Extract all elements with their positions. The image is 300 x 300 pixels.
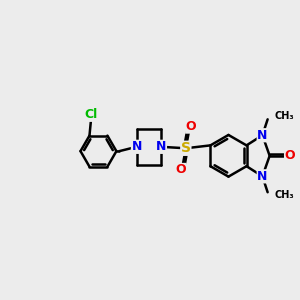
Text: O: O <box>186 120 196 133</box>
Text: N: N <box>131 140 142 153</box>
Text: S: S <box>181 141 191 155</box>
Text: N: N <box>257 170 268 183</box>
Text: N: N <box>156 140 166 153</box>
Text: N: N <box>257 129 268 142</box>
Text: O: O <box>285 149 295 162</box>
Text: O: O <box>175 164 186 176</box>
Text: CH₃: CH₃ <box>275 111 295 122</box>
Text: Cl: Cl <box>84 108 98 121</box>
Text: CH₃: CH₃ <box>275 190 295 200</box>
